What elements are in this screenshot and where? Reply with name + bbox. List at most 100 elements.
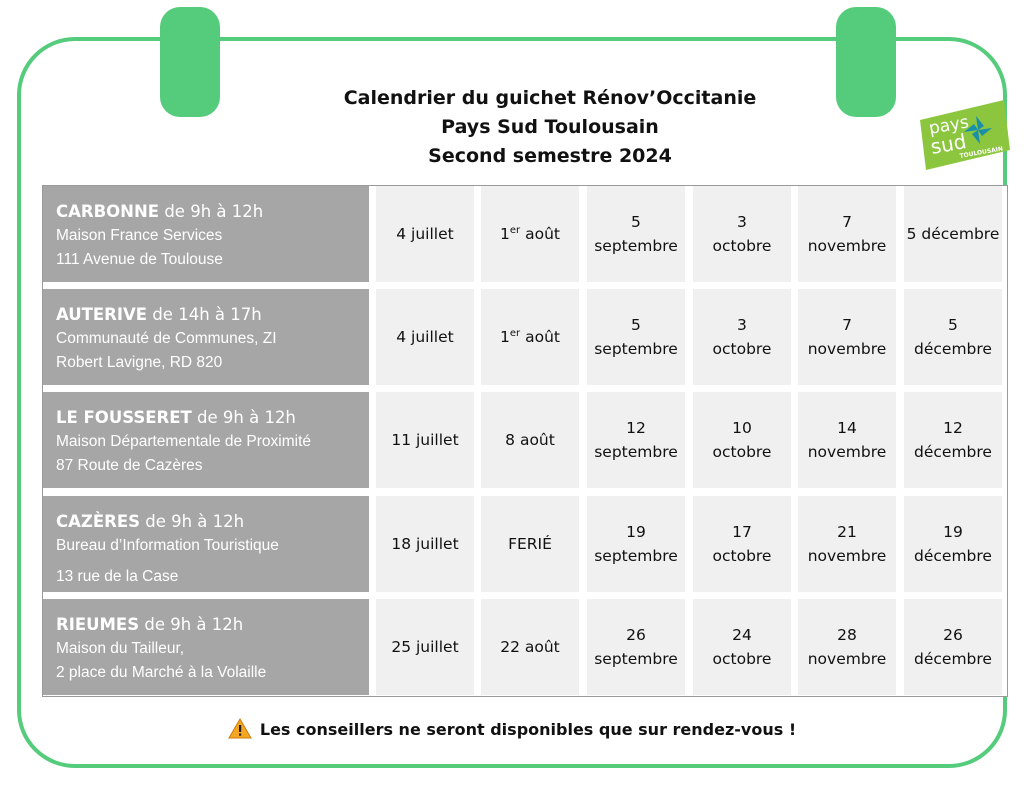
date-cell: 5 septembre [587, 186, 685, 282]
town-name: LE FOUSSERET [56, 408, 192, 427]
date-cell: 5 septembre [587, 289, 685, 385]
date-day: 7 [842, 316, 852, 334]
date-cell: 24 octobre [693, 599, 791, 695]
title-line-2: Pays Sud Toulousain [441, 116, 659, 138]
ordinal-suffix: er [509, 327, 521, 339]
appointment-notice: Les conseillers ne seront disponibles qu… [0, 718, 1024, 739]
date-text: 18 juillet [391, 535, 459, 553]
schedule-row: AUTERIVE de 14h à 17h Communauté de Commu… [43, 289, 1007, 385]
date-day: 19 [626, 523, 646, 541]
venue-address: Robert Lavigne, RD 820 [56, 354, 223, 371]
venue-address: 13 rue de la Case [56, 568, 179, 585]
date-cell: 19 décembre [904, 496, 1002, 592]
date-month: octobre [712, 443, 772, 461]
date-cell: 8 août [481, 392, 579, 488]
schedule-row: CAZÈRES de 9h à 12h Bureau d’Information … [43, 496, 1007, 592]
date-text: 8 août [505, 431, 555, 449]
date-day: 17 [732, 523, 752, 541]
town-name: CARBONNE [56, 202, 160, 221]
date-month: septembre [594, 443, 678, 461]
date-cell: 28 novembre [798, 599, 896, 695]
location-heading: RIEUMES de 9h à 12h [56, 613, 369, 637]
pays-sud-toulousain-logo: pays sud TOULOUSAIN [920, 100, 1010, 170]
location-cell: LE FOUSSERET de 9h à 12h Maison Départeme… [43, 392, 369, 488]
date-day: 3 [737, 316, 747, 334]
date-text: 22 août [500, 638, 560, 656]
schedule-row: CARBONNE de 9h à 12h Maison France Servic… [43, 186, 1007, 282]
date-cell: 7 novembre [798, 289, 896, 385]
date-day: 7 [842, 213, 852, 231]
opening-hours: de 9h à 12h [197, 408, 296, 427]
date-cell: 17 octobre [693, 496, 791, 592]
schedule-row: LE FOUSSERET de 9h à 12h Maison Départeme… [43, 392, 1007, 488]
date-month: décembre [914, 650, 992, 668]
venue-address: 2 place du Marché à la Volaille [56, 664, 267, 681]
date-cell: 12 décembre [904, 392, 1002, 488]
date-month: octobre [712, 547, 772, 565]
location-heading: LE FOUSSERET de 9h à 12h [56, 406, 369, 430]
date-cell: 18 juillet [376, 496, 474, 592]
date-day: 28 [837, 626, 857, 644]
town-name: AUTERIVE [56, 305, 148, 324]
date-cell: 12 septembre [587, 392, 685, 488]
date-cell: 11 juillet [376, 392, 474, 488]
venue-name: Maison France Services [56, 227, 223, 244]
calendar-binder-tab-right [836, 7, 896, 117]
date-cell: FERIÉ [481, 496, 579, 592]
venue-address: 87 Route de Cazères [56, 457, 203, 474]
date-month: octobre [712, 650, 772, 668]
venue-name: Maison du Tailleur, [56, 640, 185, 657]
date-day: 5 [631, 213, 641, 231]
date-month: septembre [594, 650, 678, 668]
title-line-3: Second semestre 2024 [428, 145, 672, 167]
date-month: novembre [807, 650, 887, 668]
notice-text: Les conseillers ne seront disponibles qu… [259, 720, 797, 739]
location-heading: CARBONNE de 9h à 12h [56, 200, 369, 224]
location-heading: CAZÈRES de 9h à 12h [56, 510, 369, 534]
date-cell: 5 décembre [904, 186, 1002, 282]
opening-hours: de 9h à 12h [145, 512, 245, 531]
town-name: RIEUMES [56, 615, 140, 634]
date-cell: 3 octobre [693, 289, 791, 385]
date-cell: 4 juillet [376, 186, 474, 282]
date-month: décembre [914, 443, 992, 461]
location-cell: AUTERIVE de 14h à 17h Communauté de Commu… [43, 289, 369, 385]
schedule-table: CARBONNE de 9h à 12h Maison France Servic… [42, 185, 1008, 697]
date-month: novembre [807, 443, 887, 461]
date-month: octobre [712, 237, 772, 255]
date-day: 19 [943, 523, 963, 541]
date-cell: 7 novembre [798, 186, 896, 282]
date-day: 3 [737, 213, 747, 231]
title-line-1: Calendrier du guichet Rénov’Occitanie [343, 87, 757, 109]
opening-hours: de 9h à 12h [164, 202, 264, 221]
date-cell: 22 août [481, 599, 579, 695]
date-month: septembre [594, 340, 678, 358]
date-cell: 5 décembre [904, 289, 1002, 385]
calendar-binder-tab-left [160, 7, 220, 117]
location-cell: RIEUMES de 9h à 12h Maison du Tailleur, 2 … [43, 599, 369, 695]
date-month: septembre [594, 547, 678, 565]
date-day: 5 [631, 316, 641, 334]
date-month: décembre [914, 547, 992, 565]
location-heading: AUTERIVE de 14h à 17h [56, 303, 369, 327]
date-text: 5 décembre [906, 225, 1000, 243]
date-cell: 25 juillet [376, 599, 474, 695]
date-text: 1er août [500, 327, 560, 346]
date-month: octobre [712, 340, 772, 358]
date-day: 26 [626, 626, 646, 644]
schedule-row: RIEUMES de 9h à 12h Maison du Tailleur, 2 … [43, 599, 1007, 695]
date-text: 4 juillet [396, 328, 454, 346]
date-day: 24 [732, 626, 752, 644]
date-cell: 26 septembre [587, 599, 685, 695]
town-name: CAZÈRES [56, 512, 140, 531]
opening-hours: de 9h à 12h [144, 615, 244, 634]
venue-name: Bureau d’Information Touristique [56, 537, 279, 554]
venue-name: Communauté de Communes, ZI [56, 330, 277, 347]
date-text: 1er août [500, 224, 560, 243]
date-cell: 14 novembre [798, 392, 896, 488]
opening-hours: de 14h à 17h [152, 305, 262, 324]
date-month: novembre [807, 340, 887, 358]
date-cell: 3 octobre [693, 186, 791, 282]
date-text: 11 juillet [391, 431, 459, 449]
venue-address: 111 Avenue de Toulouse [56, 251, 223, 268]
